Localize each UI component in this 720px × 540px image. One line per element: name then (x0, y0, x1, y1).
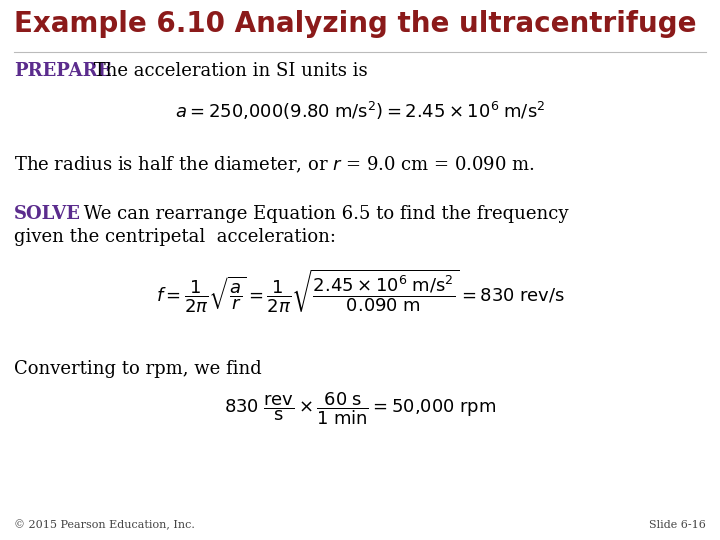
Text: PREPARE: PREPARE (14, 62, 112, 80)
Text: $f = \dfrac{1}{2\pi}\sqrt{\dfrac{a}{r}} = \dfrac{1}{2\pi}\sqrt{\dfrac{2.45 \time: $f = \dfrac{1}{2\pi}\sqrt{\dfrac{a}{r}} … (156, 268, 564, 315)
Text: The acceleration in SI units is: The acceleration in SI units is (88, 62, 368, 80)
Text: The radius is half the diameter, or $r$ = 9.0 cm = 0.090 m.: The radius is half the diameter, or $r$ … (14, 155, 535, 176)
Text: $a = 250{,}000(9.80 \; \mathrm{m/s^2}) = 2.45 \times 10^6 \; \mathrm{m/s^2}$: $a = 250{,}000(9.80 \; \mathrm{m/s^2}) =… (175, 100, 545, 122)
Text: SOLVE: SOLVE (14, 205, 81, 223)
Text: Converting to rpm, we find: Converting to rpm, we find (14, 360, 262, 378)
Text: $830 \; \dfrac{\mathrm{rev}}{\mathrm{s}} \times \dfrac{60 \; \mathrm{s}}{1 \; \m: $830 \; \dfrac{\mathrm{rev}}{\mathrm{s}}… (224, 390, 496, 427)
Text: given the centripetal  acceleration:: given the centripetal acceleration: (14, 228, 336, 246)
Text: © 2015 Pearson Education, Inc.: © 2015 Pearson Education, Inc. (14, 520, 195, 531)
Text: Example 6.10 Analyzing the ultracentrifuge: Example 6.10 Analyzing the ultracentrifu… (14, 10, 696, 38)
Text: We can rearrange Equation 6.5 to find the frequency: We can rearrange Equation 6.5 to find th… (78, 205, 569, 223)
Text: Slide 6-16: Slide 6-16 (649, 520, 706, 530)
